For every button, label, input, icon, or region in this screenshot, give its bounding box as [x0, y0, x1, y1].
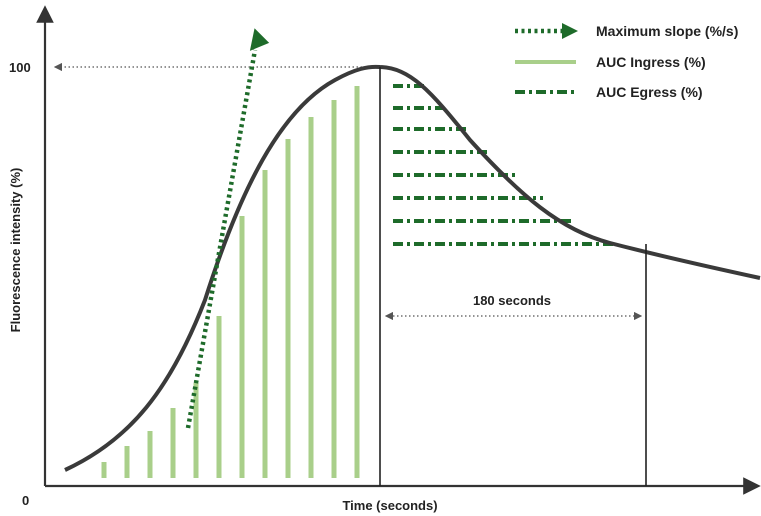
x-axis-label: Time (seconds) [342, 498, 437, 513]
legend-egress-label: AUC Egress (%) [596, 84, 703, 100]
fluorescence-curve [64, 64, 761, 472]
origin-label: 0 [22, 493, 29, 508]
max-slope-arrow [185, 49, 258, 429]
y-top-tick-label: 100 [9, 60, 31, 75]
auc-ingress-bars [101, 86, 360, 478]
legend-max-slope-label: Maximum slope (%/s) [596, 23, 738, 39]
legend-ingress-label: AUC Ingress (%) [596, 54, 706, 70]
max-slope-arrowhead [249, 28, 270, 51]
legend: Maximum slope (%/s) AUC Ingress (%) AUC … [515, 23, 738, 100]
legend-max-slope-arrowhead [562, 23, 578, 39]
y-axis-label: Fluorescence intensity (%) [8, 168, 23, 333]
duration-label: 180 seconds [473, 293, 551, 308]
auc-egress-lines [393, 84, 617, 246]
